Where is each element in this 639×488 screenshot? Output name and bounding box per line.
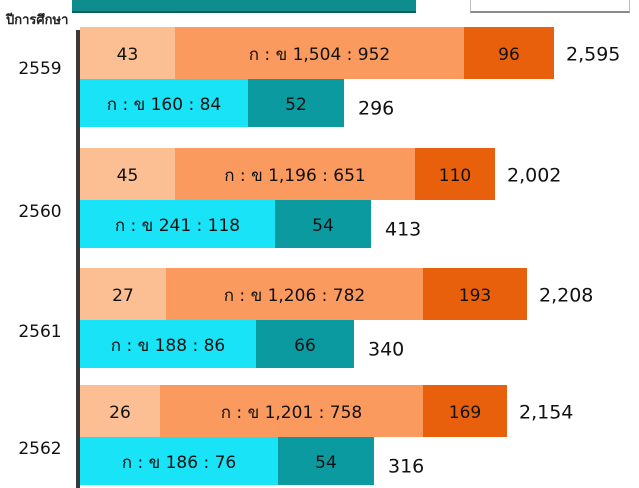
bar-upper-segment-label: ก : ข 1,206 : 782: [224, 286, 366, 306]
bar-lower-segment-label: 52: [285, 95, 307, 115]
y-axis-line: [76, 30, 80, 488]
bar-lower-total-label: 296: [358, 98, 394, 120]
bar-lower-segment: [80, 437, 278, 485]
bar-lower-segment: [80, 79, 248, 127]
bar-lower-segment-label: ก : ข 241 : 118: [115, 216, 240, 236]
bar-upper-total-label: 2,154: [519, 402, 573, 424]
bar-lower-total-label: 340: [368, 339, 404, 361]
bar-upper-segment: [415, 148, 495, 200]
bar-upper-segment: [423, 385, 507, 437]
bar-upper-segment: [160, 385, 423, 437]
bar-upper-segment: [423, 268, 527, 320]
y-tick-label: 2559: [18, 59, 61, 79]
bar-upper-total-label: 2,002: [507, 165, 561, 187]
y-tick-label: 2561: [18, 322, 61, 342]
bar-upper-segment-label: ก : ข 1,201 : 758: [221, 403, 363, 423]
bar-lower-segment: [275, 200, 371, 248]
bar-upper-segment: [166, 268, 423, 320]
bar-upper-segment-label: 45: [117, 166, 139, 186]
bar-lower-total-label: 316: [388, 456, 424, 478]
bar-upper-segment-label: ก : ข 1,196 : 651: [224, 166, 366, 186]
bar-upper-segment: [175, 148, 415, 200]
bar-upper-segment-label: ก : ข 1,504 : 952: [249, 45, 391, 65]
bar-upper-segment-label: 110: [439, 166, 471, 186]
bar-lower-segment-label: ก : ข 160 : 84: [107, 95, 221, 115]
y-tick-label: 2560: [18, 202, 61, 222]
bar-upper-segment-label: 96: [498, 45, 520, 65]
bar-lower-segment-label: ก : ข 188 : 86: [111, 336, 225, 356]
bar-upper-segment: [175, 27, 464, 79]
bar-upper-segment: [80, 385, 160, 437]
bar-lower-segment: [80, 200, 275, 248]
top-right-box: [470, 0, 630, 13]
bar-upper-total-label: 2,595: [566, 44, 620, 66]
y-tick-label: 2562: [18, 439, 61, 459]
bar-upper-total-label: 2,208: [539, 285, 593, 307]
bar-lower-segment: [248, 79, 344, 127]
bar-upper-segment: [80, 148, 175, 200]
bar-lower-segment: [278, 437, 374, 485]
bar-upper-segment-label: 27: [112, 286, 134, 306]
bar-lower-segment-label: 66: [294, 336, 316, 356]
bar-upper-segment: [80, 268, 166, 320]
bar-upper-segment-label: 43: [117, 45, 139, 65]
top-banner-bar: [72, 0, 416, 13]
y-axis-title: ปีการศึกษา: [6, 13, 69, 28]
bar-lower-segment: [256, 320, 354, 368]
bar-lower-segment-label: 54: [315, 453, 337, 473]
bar-lower-segment-label: ก : ข 186 : 76: [122, 453, 236, 473]
bar-lower-segment-label: 54: [312, 216, 334, 236]
bar-upper-segment: [464, 27, 554, 79]
bar-lower-segment: [80, 320, 256, 368]
bar-upper-segment: [80, 27, 175, 79]
bar-upper-segment-label: 26: [109, 403, 131, 423]
bar-upper-segment-label: 193: [459, 286, 491, 306]
bar-lower-total-label: 413: [385, 219, 421, 241]
bar-upper-segment-label: 169: [449, 403, 481, 423]
